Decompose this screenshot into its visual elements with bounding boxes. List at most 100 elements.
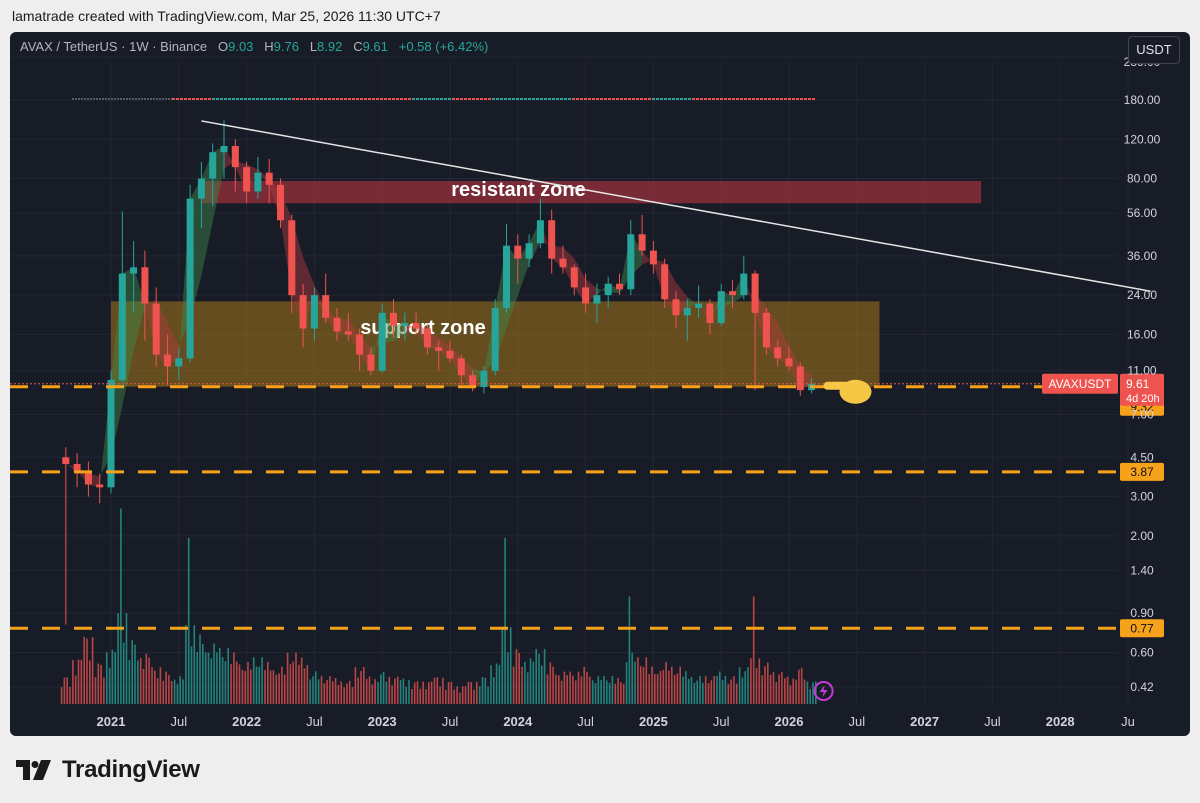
pointing-hand-finger — [823, 381, 850, 390]
x-tick-12: 2027 — [910, 714, 939, 729]
volume-bar-46-2 — [586, 671, 588, 704]
volume-bar-54-3 — [679, 666, 681, 704]
candles[interactable] — [62, 120, 816, 625]
volume-bar-16-1 — [244, 670, 246, 704]
trendline-group[interactable] — [201, 120, 1151, 292]
candle-body-46 — [582, 287, 590, 304]
volume-bar-40-2 — [518, 652, 520, 704]
y-tick-3: 1.40 — [1130, 563, 1154, 577]
volume-bar-22-3 — [317, 679, 320, 704]
volume-bar-12-2 — [202, 643, 204, 704]
volume-bar-38-2 — [495, 663, 498, 704]
high-value: 9.76 — [273, 39, 299, 54]
volume-bar-17-0 — [252, 657, 255, 704]
volume-bar-3-3 — [103, 677, 105, 704]
volume-bar-62-2 — [767, 662, 769, 704]
volume-bar-42-1 — [538, 653, 540, 704]
candle-body-30 — [401, 323, 409, 326]
volume-bar-51-1 — [639, 666, 642, 704]
volume-bar-25-0 — [343, 687, 345, 704]
volume-bar-66-2 — [812, 682, 814, 704]
volume-bar-59-0 — [727, 683, 730, 704]
candle-body-32 — [423, 328, 431, 348]
x-tick-7: Jul — [577, 714, 594, 729]
volume-bar-21-0 — [298, 664, 300, 704]
volume-bar-32-1 — [425, 689, 427, 704]
volume-bar-50-3 — [634, 661, 636, 704]
volume-bar-22-0 — [309, 679, 311, 704]
volume-bar-17-2 — [258, 666, 261, 704]
volume-bar-14-2 — [224, 661, 227, 704]
tradingview-logo[interactable]: TradingView — [14, 756, 200, 784]
volume-bar-41-1 — [526, 672, 529, 704]
volume-bar-59-3 — [735, 683, 738, 704]
volume-bar-6-3 — [137, 660, 139, 704]
tradingview-logo-icon — [16, 760, 51, 780]
volume-bar-43-3 — [555, 674, 557, 704]
x-tick-11: Jul — [848, 714, 865, 729]
volume-bar-45-1 — [572, 675, 574, 704]
current-price-tag: 9.61 — [1126, 377, 1150, 391]
x-tick-14: 2028 — [1046, 714, 1075, 729]
candle-body-12 — [197, 178, 205, 199]
candle-body-62 — [762, 312, 770, 348]
ribbon-seg-58 — [709, 291, 722, 324]
volume-bar-8-1 — [154, 670, 156, 704]
volume-bar-10-0 — [173, 679, 176, 704]
candle-body-24 — [333, 317, 341, 332]
volume-bar-45-3 — [577, 671, 580, 704]
candle-body-1 — [73, 463, 81, 472]
volume-bar-15-0 — [230, 664, 232, 704]
volume-bar-46-1 — [583, 666, 585, 704]
chart-panel[interactable]: resistant zone support zone 9.32 3.87 0.77 A… — [10, 32, 1190, 736]
open-value: 9.03 — [228, 39, 254, 54]
ribbon-seg-52 — [642, 250, 654, 265]
volume-bar-34-2 — [450, 681, 453, 704]
level-tag-bg-1 — [1120, 462, 1164, 481]
y-tick-10: 24.00 — [1127, 288, 1157, 302]
volume-bar-34-3 — [453, 689, 455, 704]
volume-bar-13-3 — [216, 652, 218, 704]
countdown-tag: 4d 20h — [1126, 393, 1160, 405]
volume-bar-20-0 — [286, 652, 289, 704]
volume-bar-32-2 — [428, 682, 430, 704]
volume-bar-3-2 — [100, 664, 102, 704]
volume-bar-5-0 — [117, 613, 119, 704]
volume-bar-23-2 — [326, 680, 328, 704]
symbol-pair[interactable]: AVAX / TetherUS · 1W · Binance — [20, 39, 208, 54]
volume-bar-20-2 — [292, 661, 294, 704]
volume-bar-23-1 — [323, 683, 326, 704]
volume-bar-58-2 — [721, 679, 724, 704]
currency-button[interactable]: USDT — [1128, 36, 1180, 64]
volume-bar-27-3 — [374, 679, 376, 704]
y-tick-9: 16.00 — [1127, 327, 1157, 341]
y-tick-14: 120.00 — [1124, 132, 1161, 146]
volume-bar-6-1 — [131, 640, 133, 704]
candle-body-8 — [152, 303, 160, 355]
volume-bar-66-3 — [815, 681, 817, 704]
candle-body-56 — [695, 303, 703, 309]
volume-bar-47-0 — [591, 680, 594, 704]
trendline[interactable] — [201, 120, 1151, 292]
volume-bar-18-2 — [269, 670, 272, 704]
volume-bar-13-0 — [207, 652, 210, 704]
volume-bar-61-2 — [755, 668, 758, 704]
candle-body-19 — [277, 184, 284, 221]
volume-bar-25-1 — [346, 683, 348, 704]
lightning-icon-ring — [813, 681, 834, 701]
volume-bar-66-1 — [809, 689, 811, 704]
volume-bar-55-3 — [690, 676, 693, 704]
volume-bar-44-1 — [560, 680, 563, 704]
volume-bar-28-0 — [377, 681, 379, 704]
volume-bar-39-1 — [504, 537, 506, 704]
x-tick-6: 2024 — [503, 714, 533, 729]
volume-bar-37-3 — [487, 686, 489, 704]
candle-body-33 — [435, 347, 443, 351]
candle-body-36 — [469, 375, 477, 387]
candle-body-9 — [164, 354, 171, 367]
volume-bar-66-0 — [806, 681, 809, 704]
volume-bar-64-3 — [792, 678, 794, 704]
volume-bar-24-3 — [340, 681, 342, 704]
